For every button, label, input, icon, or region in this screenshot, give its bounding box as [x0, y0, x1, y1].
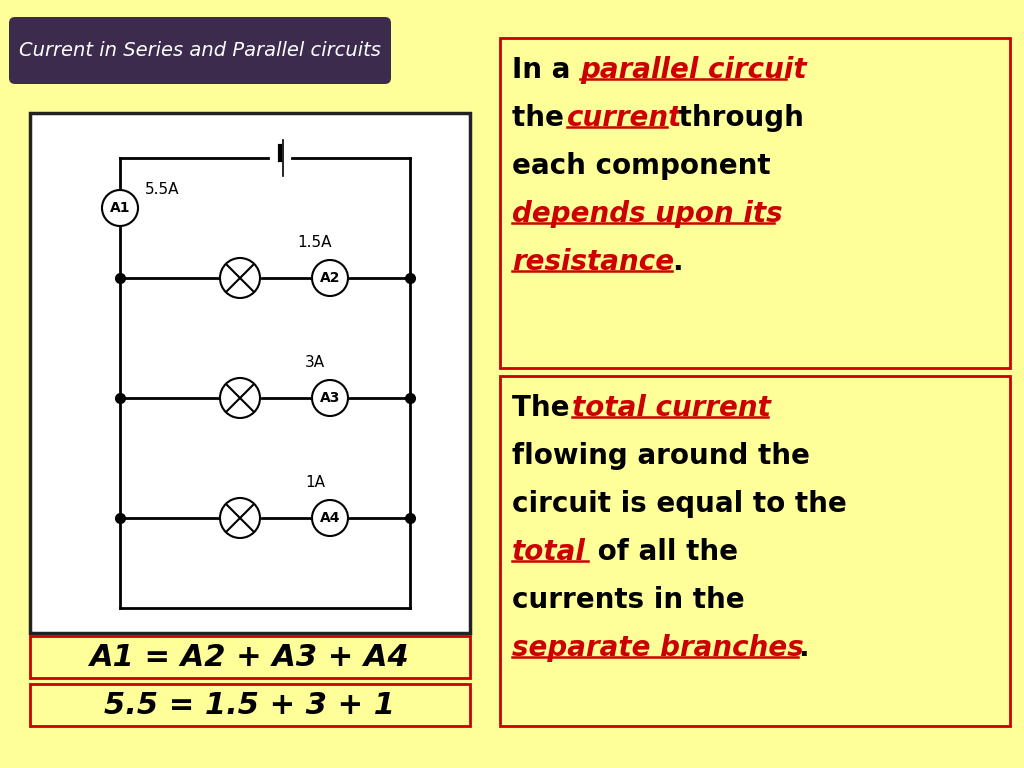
Text: .: . [672, 248, 683, 276]
Text: current: current [567, 104, 682, 132]
Circle shape [220, 378, 260, 418]
Text: of all the: of all the [588, 538, 738, 566]
FancyBboxPatch shape [9, 17, 391, 84]
Text: A1: A1 [110, 201, 130, 215]
Circle shape [312, 380, 348, 416]
Circle shape [220, 498, 260, 538]
Text: total current: total current [572, 394, 771, 422]
FancyBboxPatch shape [30, 113, 470, 633]
Text: 1.5A: 1.5A [298, 235, 332, 250]
Text: flowing around the: flowing around the [512, 442, 810, 470]
Text: separate branches: separate branches [512, 634, 804, 662]
Circle shape [312, 500, 348, 536]
Text: Current in Series and Parallel circuits: Current in Series and Parallel circuits [19, 41, 381, 59]
FancyBboxPatch shape [500, 376, 1010, 726]
Text: circuit is equal to the: circuit is equal to the [512, 490, 847, 518]
Text: A4: A4 [319, 511, 340, 525]
Text: 5.5A: 5.5A [145, 183, 179, 197]
Text: The: The [512, 394, 580, 422]
Circle shape [102, 190, 138, 226]
Text: A1 = A2 + A3 + A4: A1 = A2 + A3 + A4 [90, 643, 410, 671]
Text: resistance: resistance [512, 248, 674, 276]
Text: .: . [798, 634, 809, 662]
Text: 1A: 1A [305, 475, 325, 490]
Circle shape [312, 260, 348, 296]
FancyBboxPatch shape [30, 636, 470, 678]
Text: the: the [512, 104, 573, 132]
Text: 3A: 3A [305, 355, 325, 370]
Text: 5.5 = 1.5 + 3 + 1: 5.5 = 1.5 + 3 + 1 [104, 690, 395, 720]
Text: depends upon its: depends upon its [512, 200, 782, 228]
Circle shape [220, 258, 260, 298]
Text: parallel circuit: parallel circuit [580, 56, 807, 84]
Text: through: through [669, 104, 804, 132]
Text: A3: A3 [319, 391, 340, 405]
Text: each component: each component [512, 152, 771, 180]
Text: A2: A2 [319, 271, 340, 285]
FancyBboxPatch shape [500, 38, 1010, 368]
Text: In a: In a [512, 56, 580, 84]
Text: total: total [512, 538, 586, 566]
FancyBboxPatch shape [30, 684, 470, 726]
Text: currents in the: currents in the [512, 586, 744, 614]
